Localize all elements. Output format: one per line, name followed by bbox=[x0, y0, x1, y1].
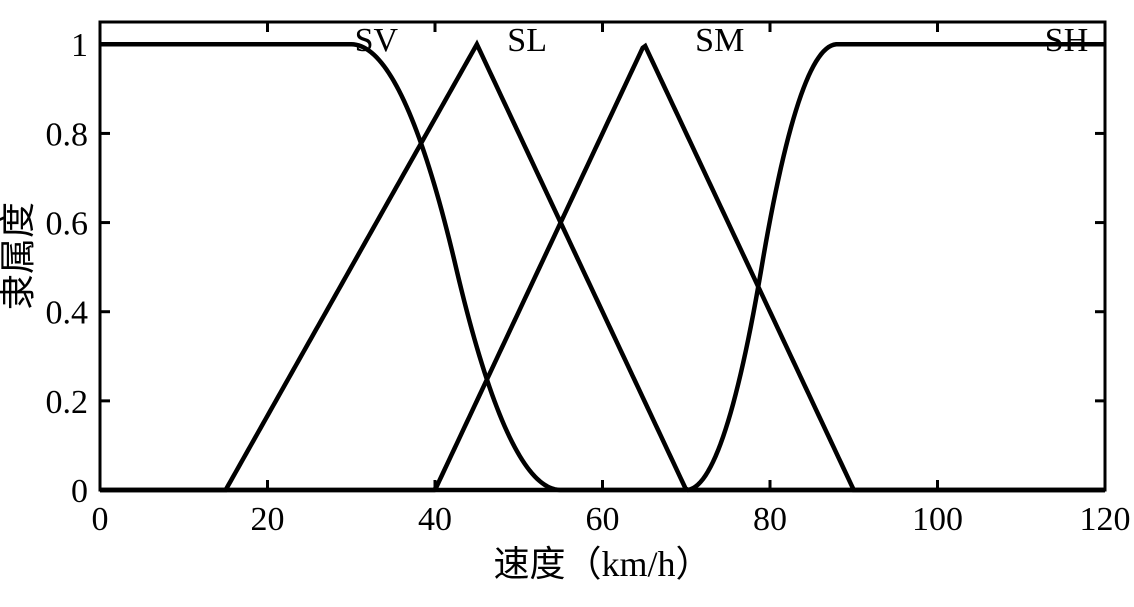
x-tick-label: 120 bbox=[1080, 501, 1131, 538]
x-tick-label: 80 bbox=[753, 501, 787, 538]
plot-border bbox=[100, 22, 1105, 490]
x-tick-label: 60 bbox=[586, 501, 620, 538]
x-tick-label: 100 bbox=[912, 501, 963, 538]
y-tick-label: 0.2 bbox=[46, 384, 89, 421]
x-axis-label: 速度（km/h） bbox=[493, 544, 711, 584]
series-label: SH bbox=[1045, 22, 1088, 59]
y-tick-label: 0.6 bbox=[46, 205, 89, 242]
series-label: SM bbox=[695, 22, 744, 59]
curve-sh bbox=[100, 44, 1105, 490]
chart-svg: 0 20 40 60 80 100 120 0 0.2 0.4 0.6 0.8 1 SV SL SM SH 速度（… bbox=[0, 0, 1134, 607]
y-tick-label: 0.4 bbox=[46, 295, 89, 332]
curve-sl bbox=[100, 44, 1105, 490]
x-tick-label: 0 bbox=[92, 501, 109, 538]
membership-chart: 0 20 40 60 80 100 120 0 0.2 0.4 0.6 0.8 1 SV SL SM SH 速度（… bbox=[0, 0, 1134, 607]
y-axis-label: 隶属度 bbox=[0, 202, 38, 310]
series-label: SV bbox=[355, 22, 399, 59]
y-tick-label: 0.8 bbox=[46, 116, 89, 153]
y-tick-label: 0 bbox=[71, 473, 88, 510]
series-label: SL bbox=[507, 22, 547, 59]
x-tick-label: 20 bbox=[251, 501, 285, 538]
x-tick-label: 40 bbox=[418, 501, 452, 538]
curve-sv bbox=[100, 44, 1105, 490]
curve-sm bbox=[100, 46, 1105, 490]
y-tick-label: 1 bbox=[71, 27, 88, 64]
